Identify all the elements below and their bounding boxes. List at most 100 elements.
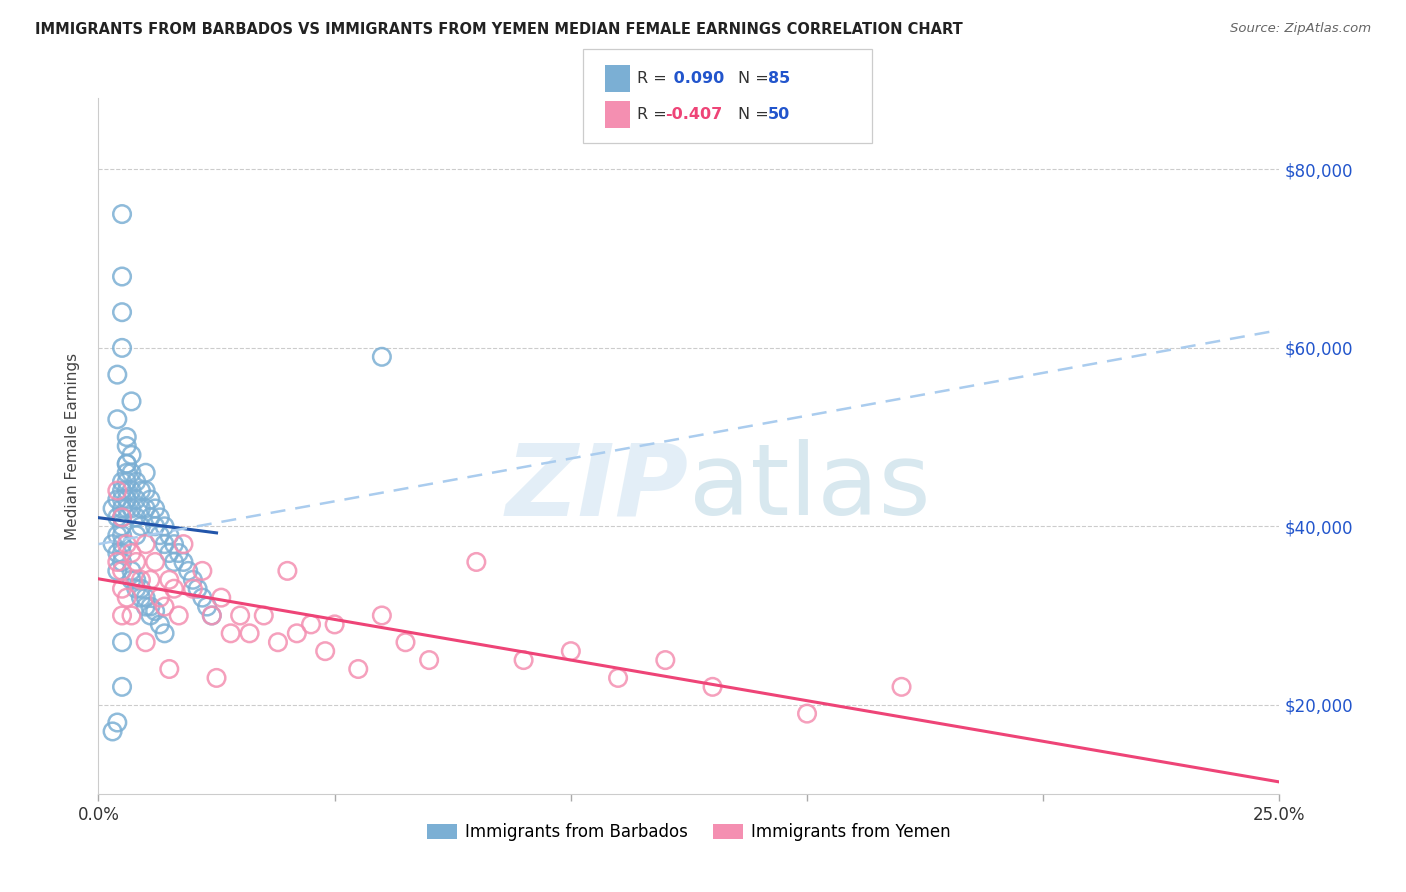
Point	[163, 555, 186, 569]
Point	[105, 555, 128, 569]
Point	[115, 537, 138, 551]
Point	[115, 492, 138, 507]
Point	[157, 573, 180, 587]
Point	[129, 582, 152, 596]
Point	[129, 483, 152, 498]
Point	[121, 448, 143, 462]
Point	[157, 528, 180, 542]
Point	[181, 573, 204, 587]
Point	[111, 305, 134, 319]
Point	[111, 510, 134, 524]
Point	[125, 510, 148, 524]
Point	[167, 546, 190, 560]
Point	[187, 582, 209, 596]
Point	[101, 724, 124, 739]
Point	[111, 680, 134, 694]
Point	[121, 483, 143, 498]
Point	[702, 680, 724, 694]
Point	[115, 457, 138, 471]
Point	[111, 555, 134, 569]
Point	[201, 608, 224, 623]
Point	[125, 573, 148, 587]
Point	[115, 430, 138, 444]
Point	[101, 501, 124, 516]
Point	[105, 412, 128, 426]
Point	[371, 608, 394, 623]
Point	[129, 573, 152, 587]
Text: R =: R =	[637, 107, 672, 122]
Point	[111, 492, 134, 507]
Point	[149, 617, 172, 632]
Point	[209, 591, 232, 605]
Point	[172, 537, 194, 551]
Text: 85: 85	[768, 70, 790, 86]
Point	[149, 528, 172, 542]
Legend: Immigrants from Barbados, Immigrants from Yemen: Immigrants from Barbados, Immigrants fro…	[420, 817, 957, 848]
Point	[560, 644, 582, 658]
Point	[153, 599, 176, 614]
Point	[139, 573, 162, 587]
Point	[299, 617, 322, 632]
Point	[111, 546, 134, 560]
Point	[418, 653, 440, 667]
Point	[205, 671, 228, 685]
Point	[195, 599, 218, 614]
Point	[115, 466, 138, 480]
Point	[157, 662, 180, 676]
Point	[135, 591, 157, 605]
Point	[139, 492, 162, 507]
Point	[105, 483, 128, 498]
Point	[139, 608, 162, 623]
Text: N =: N =	[738, 107, 775, 122]
Point	[111, 483, 134, 498]
Point	[394, 635, 416, 649]
Point	[139, 599, 162, 614]
Point	[607, 671, 630, 685]
Text: atlas: atlas	[689, 439, 931, 536]
Point	[105, 564, 128, 578]
Point	[115, 439, 138, 453]
Point	[267, 635, 290, 649]
Point	[135, 635, 157, 649]
Point	[115, 591, 138, 605]
Point	[115, 483, 138, 498]
Point	[135, 483, 157, 498]
Point	[129, 519, 152, 533]
Point	[111, 519, 134, 533]
Point	[111, 207, 134, 221]
Point	[796, 706, 818, 721]
Point	[125, 582, 148, 596]
Point	[101, 537, 124, 551]
Point	[253, 608, 276, 623]
Text: R =: R =	[637, 70, 672, 86]
Text: -0.407: -0.407	[665, 107, 723, 122]
Point	[139, 510, 162, 524]
Point	[121, 546, 143, 560]
Point	[191, 564, 214, 578]
Text: 50: 50	[768, 107, 790, 122]
Point	[219, 626, 242, 640]
Point	[276, 564, 298, 578]
Point	[143, 555, 166, 569]
Point	[111, 501, 134, 516]
Point	[177, 564, 200, 578]
Point	[201, 608, 224, 623]
Point	[125, 555, 148, 569]
Point	[149, 591, 172, 605]
Point	[153, 537, 176, 551]
Point	[121, 608, 143, 623]
Point	[111, 537, 134, 551]
Point	[181, 582, 204, 596]
Text: ZIP: ZIP	[506, 439, 689, 536]
Point	[111, 564, 134, 578]
Point	[143, 501, 166, 516]
Text: N =: N =	[738, 70, 775, 86]
Point	[229, 608, 252, 623]
Point	[111, 608, 134, 623]
Point	[105, 546, 128, 560]
Text: 0.090: 0.090	[668, 70, 724, 86]
Point	[135, 599, 157, 614]
Point	[172, 555, 194, 569]
Point	[153, 626, 176, 640]
Point	[153, 519, 176, 533]
